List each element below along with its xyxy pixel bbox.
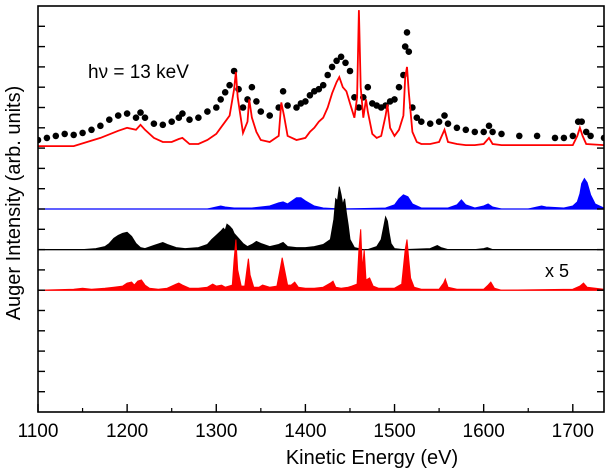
data-point-87 — [587, 132, 594, 140]
data-point-53 — [364, 83, 372, 91]
data-point-46 — [333, 57, 340, 65]
x-tick-label: 1200 — [106, 421, 148, 442]
data-point-51 — [355, 104, 363, 111]
data-point-35 — [279, 88, 287, 95]
data-point-60 — [395, 83, 403, 91]
data-point-81 — [551, 134, 559, 142]
data-point-22 — [213, 104, 220, 111]
data-point-84 — [574, 118, 582, 125]
data-point-40 — [306, 92, 314, 99]
data-point-70 — [441, 112, 448, 119]
data-point-1 — [43, 134, 51, 142]
photon-energy-annotation: hν = 13 keV — [88, 62, 189, 83]
data-point-33 — [266, 112, 274, 119]
data-point-17 — [175, 114, 183, 121]
x-axis-label: Kinetic Energy (eV) — [286, 447, 458, 469]
data-point-28 — [239, 104, 247, 111]
data-point-19 — [186, 116, 193, 123]
data-point-0 — [38, 136, 42, 144]
y-axis-label: Auger Intensity (arb. units) — [3, 86, 25, 321]
x-tick-label: 1600 — [463, 421, 505, 442]
data-point-24 — [221, 89, 229, 96]
data-point-4 — [70, 131, 77, 139]
data-point-2 — [52, 132, 60, 140]
data-point-64 — [405, 48, 413, 55]
x-tick-label: 1700 — [552, 421, 594, 442]
data-point-73 — [462, 126, 470, 134]
data-point-14 — [150, 120, 158, 127]
data-point-78 — [498, 130, 505, 138]
filled-spectrum-2 — [38, 177, 604, 210]
data-point-11 — [132, 114, 140, 121]
x-tick-label: 1400 — [284, 421, 326, 442]
data-point-36 — [284, 102, 291, 109]
theory-curve-1 — [38, 10, 604, 147]
data-point-54 — [369, 100, 376, 107]
data-point-43 — [319, 81, 327, 89]
data-point-62 — [401, 43, 409, 50]
data-point-38 — [297, 100, 305, 107]
data-point-13 — [141, 114, 149, 121]
data-point-79 — [516, 132, 523, 140]
data-point-7 — [97, 122, 104, 130]
filled-spectrum-3 — [38, 186, 604, 251]
data-point-37 — [293, 104, 300, 111]
data-point-10 — [123, 110, 131, 117]
data-point-76 — [485, 122, 493, 130]
x-tick-label: 1100 — [18, 421, 59, 442]
data-point-5 — [79, 129, 86, 137]
data-point-48 — [342, 59, 349, 67]
data-point-71 — [444, 120, 452, 127]
data-point-69 — [435, 118, 443, 125]
data-point-9 — [114, 112, 122, 119]
data-point-12 — [137, 109, 144, 116]
data-point-32 — [257, 108, 265, 115]
data-point-16 — [168, 118, 175, 125]
filled-spectrum-4 — [38, 229, 604, 291]
data-point-72 — [453, 124, 461, 132]
data-point-67 — [418, 118, 425, 125]
data-point-83 — [569, 132, 577, 140]
data-point-75 — [480, 128, 488, 136]
data-point-68 — [426, 120, 434, 127]
data-point-6 — [88, 126, 95, 134]
axes: 1100 1200 1300 1400 1500 1600 1700 — [18, 5, 605, 442]
data-point-41 — [311, 88, 318, 95]
x-tick-label: 1500 — [373, 421, 415, 442]
data-point-44 — [324, 71, 332, 79]
data-point-20 — [195, 114, 202, 121]
scale-factor-label: x 5 — [545, 261, 569, 281]
data-point-8 — [106, 116, 113, 123]
data-point-30 — [248, 83, 256, 91]
data-point-63 — [403, 29, 411, 36]
data-point-25 — [226, 81, 233, 89]
data-point-82 — [560, 134, 568, 142]
data-point-49 — [346, 67, 354, 75]
data-point-77 — [489, 128, 496, 136]
data-point-86 — [582, 128, 590, 136]
data-point-21 — [204, 108, 211, 115]
data-point-66 — [413, 114, 421, 121]
data-point-74 — [471, 128, 479, 136]
data-point-80 — [533, 132, 541, 140]
data-point-47 — [337, 53, 345, 61]
data-point-88 — [600, 134, 604, 142]
data-point-23 — [217, 96, 224, 103]
data-point-15 — [159, 121, 167, 129]
plot-area — [38, 10, 604, 291]
data-point-3 — [61, 130, 68, 138]
data-point-31 — [253, 98, 260, 105]
x-tick-label: 1300 — [195, 421, 237, 442]
data-point-58 — [386, 98, 394, 105]
series-group — [38, 10, 604, 291]
data-point-45 — [328, 63, 336, 71]
